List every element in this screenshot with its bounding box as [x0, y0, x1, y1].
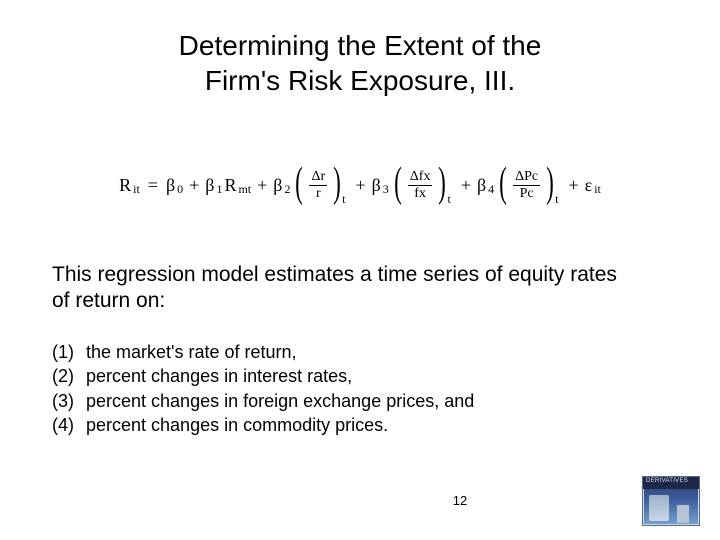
eq-beta3-sub: 3	[383, 182, 389, 197]
equation-block: R it = β 0 + β 1 R mt + β 2 ( Δr r ) t +…	[60, 150, 660, 220]
list-item-num: (3)	[52, 389, 86, 413]
eq-lhs-sub: it	[133, 182, 140, 197]
eq-beta0: β	[166, 175, 175, 196]
eq-rparen-4: )	[546, 162, 554, 204]
body-paragraph: This regression model estimates a time s…	[52, 262, 640, 315]
eq-beta1-sub: 1	[216, 182, 222, 197]
eq-beta1-var-sub: mt	[238, 182, 251, 197]
list-item-text: percent changes in interest rates,	[86, 364, 352, 388]
list-item-num: (2)	[52, 364, 86, 388]
eq-eps-sub: it	[594, 182, 601, 197]
list-item: (4) percent changes in commodity prices.	[52, 413, 474, 437]
eq-frac4-sub: t	[555, 192, 558, 207]
slide: Determining the Extent of the Firm's Ris…	[0, 0, 720, 540]
eq-frac2-den: r	[314, 186, 323, 201]
list-item-text: percent changes in foreign exchange pric…	[86, 389, 474, 413]
title-line-1: Determining the Extent of the	[179, 30, 542, 61]
book-thumbnail-icon: DERIVATIVES	[642, 476, 700, 526]
eq-plus3: +	[355, 175, 365, 196]
eq-plus2: +	[257, 175, 267, 196]
eq-lparen-4: (	[499, 162, 507, 204]
eq-frac2: Δr r	[309, 170, 327, 201]
eq-frac4-num: ΔPc	[513, 170, 540, 186]
list-item-text: percent changes in commodity prices.	[86, 413, 388, 437]
list-item-num: (1)	[52, 340, 86, 364]
eq-rparen-3: )	[439, 162, 447, 204]
list-item: (2) percent changes in interest rates,	[52, 364, 474, 388]
eq-eps: ε	[585, 175, 593, 196]
eq-plus1: +	[189, 175, 199, 196]
eq-beta1: β	[205, 175, 214, 196]
eq-beta0-sub: 0	[177, 182, 183, 197]
list-item: (3) percent changes in foreign exchange …	[52, 389, 474, 413]
eq-beta4: β	[477, 175, 486, 196]
eq-lparen-3: (	[394, 162, 402, 204]
title-line-2: Firm's Risk Exposure, III.	[205, 65, 515, 96]
eq-frac2-num: Δr	[309, 170, 327, 186]
eq-frac3-sub: t	[447, 192, 450, 207]
page-number: 12	[0, 493, 720, 508]
eq-equals: =	[148, 175, 158, 196]
eq-plus4: +	[461, 175, 471, 196]
eq-frac3-den: fx	[412, 186, 428, 201]
factor-list: (1) the market's rate of return, (2) per…	[52, 340, 474, 437]
eq-rparen-2: )	[333, 162, 341, 204]
eq-frac4: ΔPc Pc	[513, 170, 540, 201]
eq-beta4-sub: 4	[488, 182, 494, 197]
eq-beta2-sub: 2	[284, 182, 290, 197]
eq-frac3-num: Δfx	[408, 170, 433, 186]
eq-lhs-var: R	[119, 175, 131, 196]
eq-beta3: β	[372, 175, 381, 196]
list-item-text: the market's rate of return,	[86, 340, 297, 364]
thumbnail-label: DERIVATIVES	[646, 478, 688, 484]
list-item-num: (4)	[52, 413, 86, 437]
eq-beta1-var: R	[224, 175, 236, 196]
eq-frac4-den: Pc	[518, 186, 536, 201]
regression-equation: R it = β 0 + β 1 R mt + β 2 ( Δr r ) t +…	[119, 164, 601, 206]
list-item: (1) the market's rate of return,	[52, 340, 474, 364]
eq-plus5: +	[569, 175, 579, 196]
eq-lparen-2: (	[296, 162, 304, 204]
eq-frac2-sub: t	[342, 192, 345, 207]
slide-title: Determining the Extent of the Firm's Ris…	[0, 28, 720, 98]
eq-frac3: Δfx fx	[408, 170, 433, 201]
eq-beta2: β	[273, 175, 282, 196]
